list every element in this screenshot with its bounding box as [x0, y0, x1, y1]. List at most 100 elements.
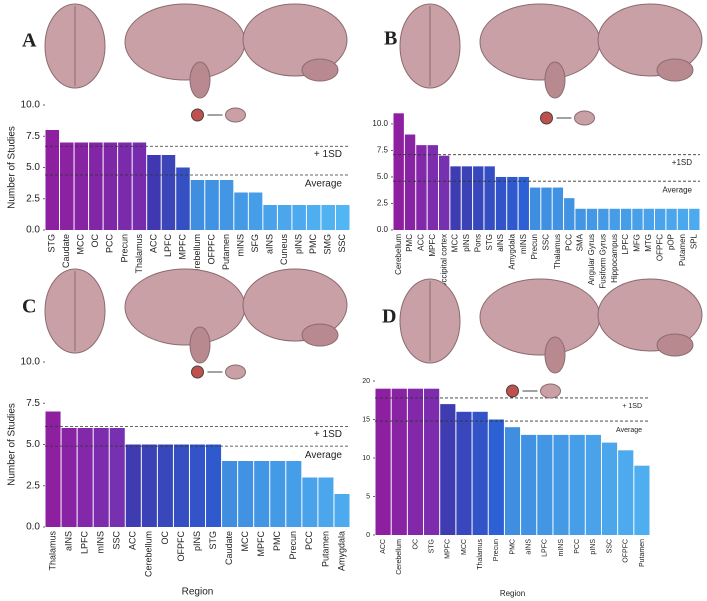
brain-lateral [597, 3, 703, 77]
cerebellum [301, 323, 339, 347]
x-tick-label: MPFC [177, 234, 187, 260]
bar [618, 450, 634, 535]
x-tick-label: PCC [574, 539, 581, 554]
x-tick-label: Amygdala [336, 531, 346, 571]
x-tick-label: SSC [606, 539, 613, 553]
x-tick-label: Occipital cortex [439, 234, 448, 289]
bar [141, 444, 157, 527]
y-tick-label: 5.0 [377, 172, 389, 181]
bar [270, 461, 286, 527]
bar [286, 461, 302, 527]
y-tick-label: 10.0 [21, 100, 41, 111]
bar [321, 205, 335, 230]
x-tick-label: Caudate [61, 234, 71, 268]
x-tick-label: PCC [564, 234, 573, 251]
bar [461, 166, 473, 230]
bar [495, 176, 507, 230]
x-tick-label: Cerebellum [144, 531, 154, 577]
x-tick-label: MCC [461, 539, 468, 555]
bar [206, 444, 222, 527]
cerebellum [301, 58, 339, 82]
bar [424, 388, 440, 535]
x-tick-label: STG [47, 234, 57, 253]
x-tick-label: Putamen [320, 531, 330, 567]
x-tick-label: Cerebellum [396, 539, 403, 575]
reference-label: + 1SD [314, 149, 342, 160]
x-tick-label: MCC [76, 234, 86, 255]
brain-sagittal [124, 3, 246, 81]
bar [391, 388, 407, 535]
y-tick-label: 2.5 [26, 193, 40, 204]
y-tick-label: 10 [362, 455, 370, 462]
x-tick-label: Hippocampus [610, 234, 619, 283]
bar [335, 205, 350, 230]
bar [292, 205, 306, 230]
x-tick-label: OC [90, 233, 100, 247]
x-tick-label: OFPFC [206, 234, 216, 265]
brain-lateral [242, 3, 348, 77]
x-tick-label: Putamen [678, 234, 687, 266]
cerebellum [656, 333, 694, 357]
x-tick-label: ACC [417, 234, 426, 251]
bar [586, 208, 598, 230]
icon-brain [225, 364, 246, 380]
y-axis-label: Number of Studies [7, 403, 18, 486]
y-tick-label: 2.5 [377, 199, 389, 208]
reference-label: +1SD [672, 158, 692, 167]
x-tick-label: OC [160, 530, 170, 544]
panel-label: B [384, 28, 397, 50]
bar [643, 208, 655, 230]
x-tick-label: SSC [112, 531, 122, 550]
bar [263, 205, 277, 230]
bar [318, 477, 334, 527]
reference-label: Average [662, 185, 692, 194]
brain-stem [189, 326, 211, 364]
x-tick-label: MFG [633, 234, 642, 252]
brain-stem [544, 336, 566, 374]
bar [537, 434, 553, 535]
bar [632, 208, 643, 230]
y-tick-label: 5.0 [26, 439, 40, 450]
bar [541, 187, 552, 230]
bar [190, 180, 205, 230]
bar [45, 130, 60, 230]
y-tick-label: 20 [362, 378, 370, 385]
panel-label: A [22, 30, 37, 52]
x-tick-label: SFG [250, 234, 260, 253]
y-tick-label: 5 [366, 493, 370, 500]
y-tick-label: 0 [366, 532, 370, 539]
x-tick-label: PMC [509, 539, 516, 555]
y-tick-label: 15 [362, 416, 370, 423]
brain-lateral [597, 278, 703, 352]
y-tick-label: 0.0 [26, 522, 40, 533]
x-tick-label: aINS [526, 539, 533, 555]
icon-brain [574, 110, 595, 126]
bar [507, 176, 518, 230]
x-axis-label: Region [182, 587, 214, 598]
x-tick-label: MPFC [256, 531, 266, 557]
x-tick-label: pINS [590, 539, 597, 555]
icon-brain [225, 107, 246, 123]
bar [103, 142, 118, 230]
reference-label: Average [305, 450, 343, 461]
bar [655, 208, 666, 230]
bar [472, 411, 488, 535]
x-tick-label: ACC [148, 234, 158, 254]
x-tick-label: Thalamus [47, 531, 57, 571]
x-tick-label: PMC [405, 234, 414, 252]
stimulus-icon [506, 384, 519, 398]
bar [306, 205, 321, 230]
icon-brain [540, 383, 561, 399]
brain-sagittal [479, 278, 601, 356]
x-tick-label: mINS [96, 531, 106, 554]
y-tick-label: 7.5 [377, 146, 389, 155]
bar [61, 428, 77, 527]
brain-stem [189, 61, 211, 99]
reference-label: + 1SD [622, 403, 642, 410]
x-tick-label: Caudate [224, 531, 234, 565]
bar [677, 208, 689, 230]
bar [254, 461, 270, 527]
bar [484, 166, 495, 230]
